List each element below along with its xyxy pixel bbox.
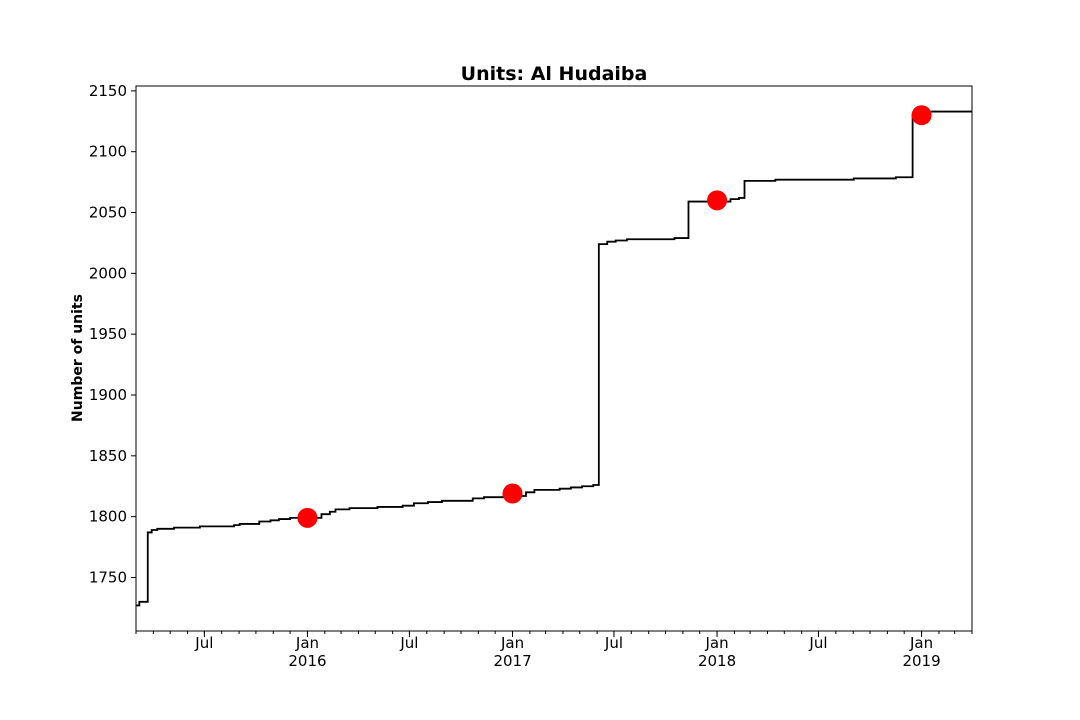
y-tick-label: 2000 (89, 264, 127, 282)
x-tick-year-label: 2019 (902, 652, 940, 670)
y-tick-label: 1850 (89, 447, 127, 465)
data-point-marker (911, 105, 932, 126)
data-point-marker (707, 190, 728, 211)
chart-title: Units: Al Hudaiba (461, 63, 648, 85)
series-line (136, 110, 972, 607)
plot-area (136, 105, 972, 607)
x-tick-year-label: 2018 (698, 652, 736, 670)
x-tick-label: Jan (704, 634, 728, 652)
y-axis-label: Number of units (70, 294, 86, 422)
y-tick-label: 2150 (89, 82, 127, 100)
y-tick-label: 1950 (89, 325, 127, 343)
plot-frame (135, 85, 973, 632)
x-tick-label: Jan (909, 634, 933, 652)
x-tick-label: Jan (500, 634, 524, 652)
y-tick-label: 1800 (89, 508, 127, 526)
y-tick-label: 1750 (89, 568, 127, 586)
x-tick-label: Jul (194, 634, 213, 652)
x-tick-label: Jul (399, 634, 418, 652)
y-axis: 1750 1800 1850 1900 1950 2000 2050 2100 2150 (89, 82, 136, 586)
y-tick-label: 2050 (89, 204, 127, 222)
x-tick-year-label: 2017 (493, 652, 531, 670)
x-tick-label: Jul (808, 634, 827, 652)
x-tick-year-label: 2016 (288, 652, 326, 670)
data-point-marker (502, 483, 523, 504)
x-tick-label: Jan (295, 634, 319, 652)
data-point-marker (297, 507, 318, 528)
x-tick-label: Jul (604, 634, 623, 652)
y-tick-label: 2100 (89, 143, 127, 161)
y-tick-label: 1900 (89, 386, 127, 404)
